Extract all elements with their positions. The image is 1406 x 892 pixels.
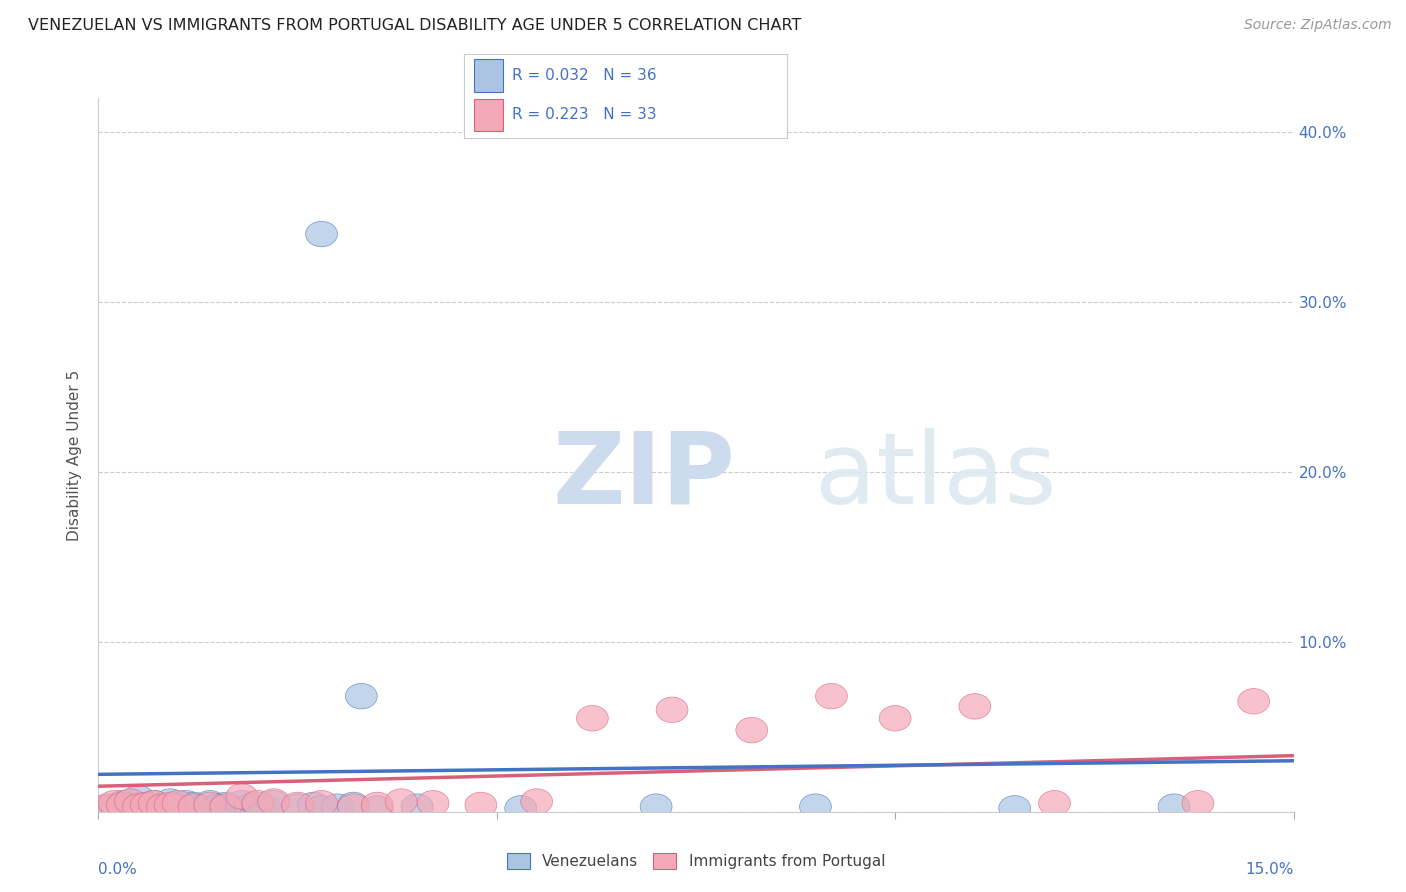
Ellipse shape xyxy=(998,796,1031,821)
Text: Source: ZipAtlas.com: Source: ZipAtlas.com xyxy=(1244,18,1392,32)
Ellipse shape xyxy=(1182,790,1213,816)
Ellipse shape xyxy=(122,792,155,818)
FancyBboxPatch shape xyxy=(474,60,503,92)
Ellipse shape xyxy=(179,792,209,818)
Ellipse shape xyxy=(194,792,226,818)
Ellipse shape xyxy=(122,785,155,811)
Text: R = 0.223   N = 33: R = 0.223 N = 33 xyxy=(513,107,657,122)
Ellipse shape xyxy=(361,792,394,818)
Ellipse shape xyxy=(281,792,314,818)
Ellipse shape xyxy=(322,794,353,820)
Ellipse shape xyxy=(233,794,266,820)
Ellipse shape xyxy=(520,789,553,814)
Ellipse shape xyxy=(735,717,768,743)
Ellipse shape xyxy=(131,794,162,820)
Y-axis label: Disability Age Under 5: Disability Age Under 5 xyxy=(67,369,83,541)
Ellipse shape xyxy=(879,706,911,731)
Ellipse shape xyxy=(257,789,290,814)
Ellipse shape xyxy=(162,790,194,816)
Ellipse shape xyxy=(305,221,337,247)
Ellipse shape xyxy=(346,683,377,709)
Ellipse shape xyxy=(226,790,257,816)
Ellipse shape xyxy=(657,697,688,723)
Ellipse shape xyxy=(361,796,394,821)
Ellipse shape xyxy=(114,789,146,814)
Ellipse shape xyxy=(1237,689,1270,714)
Ellipse shape xyxy=(226,784,257,809)
Ellipse shape xyxy=(155,789,186,814)
Ellipse shape xyxy=(815,683,848,709)
Ellipse shape xyxy=(138,790,170,816)
Ellipse shape xyxy=(202,794,233,820)
Ellipse shape xyxy=(250,796,281,821)
Ellipse shape xyxy=(1039,790,1070,816)
Ellipse shape xyxy=(98,794,131,820)
Ellipse shape xyxy=(385,789,418,814)
Ellipse shape xyxy=(162,794,194,820)
Ellipse shape xyxy=(146,796,179,821)
Text: 15.0%: 15.0% xyxy=(1246,862,1294,877)
Ellipse shape xyxy=(418,790,449,816)
Ellipse shape xyxy=(114,796,146,821)
Ellipse shape xyxy=(337,792,370,818)
Ellipse shape xyxy=(959,694,991,719)
Ellipse shape xyxy=(465,792,496,818)
Ellipse shape xyxy=(209,792,242,818)
Ellipse shape xyxy=(107,792,138,818)
Ellipse shape xyxy=(640,794,672,820)
Ellipse shape xyxy=(281,794,314,820)
Ellipse shape xyxy=(505,796,537,821)
Ellipse shape xyxy=(242,790,274,816)
Legend: Venezuelans, Immigrants from Portugal: Venezuelans, Immigrants from Portugal xyxy=(501,847,891,875)
Ellipse shape xyxy=(800,794,831,820)
Ellipse shape xyxy=(209,794,242,820)
Text: VENEZUELAN VS IMMIGRANTS FROM PORTUGAL DISABILITY AGE UNDER 5 CORRELATION CHART: VENEZUELAN VS IMMIGRANTS FROM PORTUGAL D… xyxy=(28,18,801,33)
Ellipse shape xyxy=(218,796,250,821)
Ellipse shape xyxy=(122,794,155,820)
Ellipse shape xyxy=(305,796,337,821)
Text: 0.0%: 0.0% xyxy=(98,862,138,877)
Text: atlas: atlas xyxy=(815,428,1057,524)
Text: ZIP: ZIP xyxy=(553,428,735,524)
Ellipse shape xyxy=(138,790,170,816)
Ellipse shape xyxy=(131,792,162,818)
Ellipse shape xyxy=(337,794,370,820)
Text: R = 0.032   N = 36: R = 0.032 N = 36 xyxy=(513,68,657,83)
Ellipse shape xyxy=(90,796,122,821)
Ellipse shape xyxy=(242,792,274,818)
Ellipse shape xyxy=(1159,794,1189,820)
Ellipse shape xyxy=(194,790,226,816)
Ellipse shape xyxy=(98,790,131,816)
Ellipse shape xyxy=(305,790,337,816)
Ellipse shape xyxy=(107,790,138,816)
FancyBboxPatch shape xyxy=(474,99,503,131)
Ellipse shape xyxy=(90,794,122,820)
Ellipse shape xyxy=(179,794,209,820)
Ellipse shape xyxy=(186,796,218,821)
Ellipse shape xyxy=(298,792,329,818)
Ellipse shape xyxy=(401,794,433,820)
Ellipse shape xyxy=(576,706,609,731)
Ellipse shape xyxy=(257,790,290,816)
Ellipse shape xyxy=(155,792,186,818)
Ellipse shape xyxy=(170,790,202,816)
Ellipse shape xyxy=(146,794,179,820)
